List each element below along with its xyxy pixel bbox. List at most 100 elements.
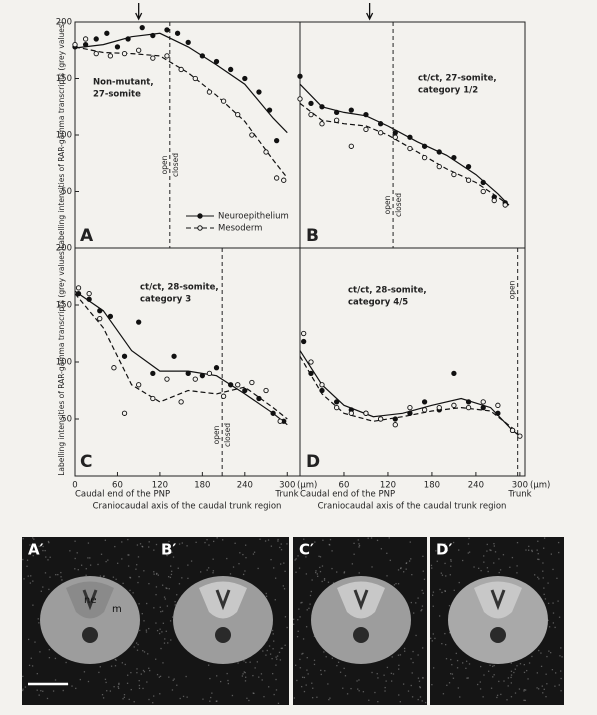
noise bbox=[540, 652, 542, 654]
noise bbox=[318, 555, 320, 557]
noise bbox=[166, 554, 168, 557]
noise bbox=[418, 680, 421, 682]
data-point bbox=[111, 365, 117, 371]
data-point bbox=[407, 145, 413, 152]
noise bbox=[339, 671, 342, 673]
noise bbox=[280, 549, 283, 551]
x-start-label: Caudal end of the PNP bbox=[300, 490, 395, 500]
noise bbox=[446, 684, 448, 687]
noise bbox=[219, 680, 222, 683]
noise bbox=[303, 676, 306, 679]
noise bbox=[206, 569, 208, 571]
noise bbox=[422, 677, 424, 679]
noise bbox=[44, 572, 47, 574]
noise bbox=[465, 667, 467, 670]
noise bbox=[281, 647, 284, 649]
noise bbox=[280, 543, 282, 545]
noise bbox=[467, 543, 470, 545]
legend-marker bbox=[197, 225, 203, 231]
noise bbox=[343, 667, 345, 670]
noise bbox=[146, 681, 148, 683]
noise bbox=[523, 671, 526, 674]
noise bbox=[155, 573, 158, 575]
noise bbox=[397, 583, 400, 585]
noise bbox=[159, 675, 162, 677]
noise bbox=[87, 680, 90, 683]
data-point bbox=[97, 316, 103, 322]
noise bbox=[126, 682, 129, 684]
noise bbox=[226, 672, 228, 675]
noise bbox=[158, 632, 161, 635]
noise bbox=[448, 605, 451, 607]
noise bbox=[528, 549, 530, 551]
noise bbox=[550, 553, 553, 555]
noise bbox=[202, 698, 204, 700]
noise bbox=[266, 649, 268, 652]
notochord bbox=[82, 627, 98, 643]
noise bbox=[171, 689, 174, 691]
noise bbox=[279, 659, 282, 661]
noise bbox=[560, 670, 562, 672]
noise bbox=[555, 672, 557, 674]
data-point bbox=[509, 427, 516, 434]
noise bbox=[450, 658, 452, 661]
noise bbox=[76, 552, 78, 554]
noise bbox=[136, 544, 139, 546]
noise bbox=[538, 649, 540, 652]
noise bbox=[510, 670, 513, 672]
noise bbox=[384, 690, 386, 692]
noise bbox=[47, 559, 49, 561]
noise bbox=[133, 646, 135, 648]
noise bbox=[398, 694, 400, 696]
data-point bbox=[451, 171, 457, 178]
noise bbox=[46, 697, 49, 700]
noise bbox=[160, 611, 162, 613]
noise bbox=[277, 540, 279, 542]
y-tick-label: 100 bbox=[56, 131, 72, 141]
data-point bbox=[82, 41, 89, 48]
data-point bbox=[270, 410, 276, 416]
noise bbox=[453, 589, 455, 591]
noise bbox=[547, 619, 549, 622]
noise bbox=[458, 581, 460, 584]
noise bbox=[232, 566, 235, 568]
noise bbox=[514, 692, 517, 694]
noise bbox=[276, 655, 279, 657]
data-point bbox=[263, 387, 269, 394]
neural-tube bbox=[337, 581, 385, 619]
noise bbox=[282, 585, 284, 587]
noise bbox=[136, 564, 138, 566]
noise bbox=[356, 680, 358, 682]
noise bbox=[74, 557, 76, 560]
noise bbox=[293, 623, 295, 625]
noise bbox=[38, 622, 40, 624]
noise bbox=[99, 575, 102, 577]
data-point bbox=[308, 112, 314, 118]
legend-marker bbox=[197, 213, 203, 219]
data-point bbox=[333, 117, 340, 123]
noise bbox=[42, 690, 44, 692]
noise bbox=[405, 568, 407, 570]
x-tick-label: 180 bbox=[424, 481, 440, 491]
noise bbox=[314, 541, 316, 543]
noise bbox=[104, 539, 107, 541]
noise bbox=[295, 558, 297, 560]
noise bbox=[430, 564, 433, 567]
noise bbox=[490, 687, 493, 689]
noise bbox=[148, 546, 150, 548]
data-point bbox=[392, 416, 398, 422]
data-point bbox=[363, 112, 369, 118]
noise bbox=[507, 685, 509, 687]
noise bbox=[178, 543, 181, 545]
noise bbox=[524, 699, 526, 702]
noise bbox=[551, 668, 554, 671]
noise bbox=[127, 565, 130, 567]
noise bbox=[489, 549, 491, 551]
neural-tube bbox=[66, 581, 114, 619]
noise bbox=[27, 638, 30, 641]
noise bbox=[357, 539, 359, 541]
noise bbox=[165, 587, 167, 589]
noise bbox=[467, 552, 469, 554]
noise bbox=[273, 640, 275, 642]
noise bbox=[166, 587, 168, 590]
